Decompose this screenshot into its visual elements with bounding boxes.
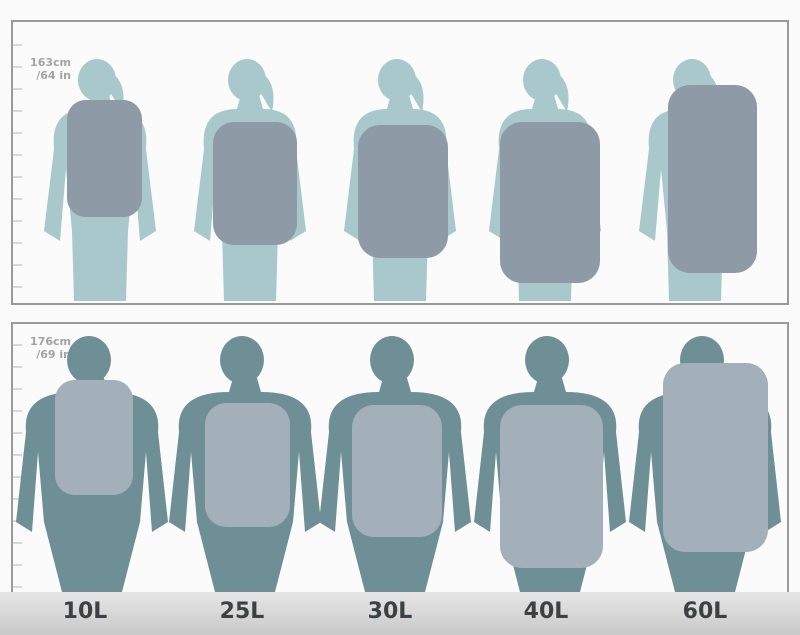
male-head — [220, 336, 264, 384]
female-head — [378, 59, 416, 101]
size-label: 40L — [523, 599, 569, 624]
backpack — [205, 403, 290, 527]
backpack — [352, 405, 442, 537]
backpack — [500, 122, 600, 283]
female-head — [228, 59, 266, 101]
backpack — [668, 85, 757, 273]
ponytail — [555, 72, 569, 112]
size-label: 30L — [367, 599, 413, 624]
size-label: 25L — [219, 599, 265, 624]
ponytail — [410, 72, 424, 112]
backpack — [500, 405, 603, 568]
backpack — [213, 122, 297, 245]
backpack — [67, 100, 142, 217]
male-head — [370, 336, 414, 384]
height-in: /64 in — [36, 69, 71, 82]
size-label-bar: 10L 25L 30L 40L 60L — [0, 592, 800, 635]
male-head — [525, 336, 569, 384]
height-in: /69 in — [36, 348, 71, 361]
backpack — [55, 380, 133, 495]
ponytail — [260, 72, 274, 112]
height-cm: 176cm — [30, 335, 71, 348]
female-head — [78, 59, 116, 101]
silhouette-scene — [13, 44, 781, 592]
backpack — [663, 363, 768, 552]
height-cm: 163cm — [30, 56, 71, 69]
female-head — [523, 59, 561, 101]
male-head — [67, 336, 111, 384]
size-label: 10L — [62, 599, 108, 624]
size-label: 60L — [682, 599, 728, 624]
male-height-label: 176cm /69 in — [23, 335, 71, 361]
female-height-label: 163cm /64 in — [23, 56, 71, 82]
backpack — [358, 125, 448, 258]
